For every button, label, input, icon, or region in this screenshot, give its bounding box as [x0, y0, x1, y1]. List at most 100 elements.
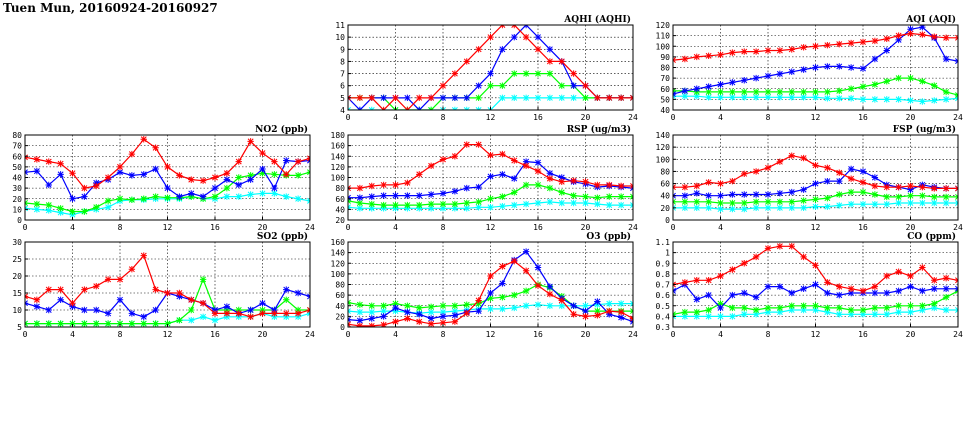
data-point: [895, 199, 902, 207]
data-point: [499, 150, 506, 158]
data-point: [582, 178, 589, 185]
data-point: [81, 184, 88, 192]
data-point: [594, 94, 601, 102]
data-point: [140, 252, 147, 259]
x-tick-label: 12: [163, 330, 173, 339]
y-tick-label: 40: [12, 174, 22, 183]
data-point: [463, 309, 470, 317]
data-point: [235, 306, 242, 314]
x-tick-label: 0: [346, 223, 351, 232]
data-point: [895, 287, 902, 295]
data-point: [942, 193, 950, 201]
data-point: [859, 311, 867, 318]
data-point: [871, 37, 879, 45]
data-point: [427, 320, 435, 327]
data-point: [942, 96, 950, 103]
data-point: [451, 302, 459, 309]
data-point: [764, 47, 772, 54]
data-point: [800, 204, 807, 212]
data-point: [283, 157, 290, 164]
data-point: [788, 198, 795, 205]
x-tick-label: 8: [441, 113, 446, 122]
data-point: [368, 182, 375, 190]
data-point: [836, 63, 843, 70]
y-tick-label: 0.7: [656, 281, 671, 290]
data-point: [487, 295, 494, 302]
data-point: [729, 79, 736, 86]
data-point: [558, 94, 565, 102]
data-point: [617, 182, 625, 190]
data-point: [69, 208, 76, 215]
y-tick-label: 0: [17, 216, 22, 225]
y-tick-label: 15: [12, 289, 22, 298]
data-point: [475, 204, 482, 211]
data-point: [883, 201, 890, 208]
data-point: [570, 94, 577, 102]
data-point: [271, 313, 278, 320]
y-tick-label: 70: [660, 74, 670, 83]
data-point: [717, 192, 724, 199]
data-point: [164, 163, 171, 171]
data-point: [919, 184, 926, 191]
data-point: [558, 82, 565, 89]
data-point: [859, 287, 867, 295]
data-point: [416, 192, 423, 199]
data-point: [499, 305, 506, 313]
data-point: [776, 94, 784, 101]
data-point: [487, 173, 494, 180]
data-point: [824, 279, 831, 286]
data-point: [81, 306, 88, 314]
data-point: [931, 300, 938, 307]
data-point: [534, 70, 542, 77]
data-point: [451, 153, 459, 160]
data-point: [776, 88, 784, 96]
data-point: [522, 158, 530, 165]
data-point: [451, 205, 459, 212]
x-tick-label: 16: [533, 113, 543, 122]
data-point: [931, 285, 938, 292]
x-tick-label: 12: [811, 330, 821, 339]
data-point: [368, 193, 375, 200]
data-point: [907, 192, 914, 199]
data-point: [439, 156, 447, 163]
series-group: [25, 252, 310, 327]
data-point: [499, 263, 506, 270]
data-point: [824, 308, 831, 316]
x-tick-label: 20: [258, 330, 268, 339]
data-point: [439, 94, 447, 102]
data-point: [681, 313, 689, 320]
data-point: [871, 81, 879, 88]
data-point: [776, 190, 784, 197]
data-point: [693, 198, 700, 205]
data-point: [919, 78, 926, 85]
y-tick-label: 1.1: [656, 238, 671, 247]
y-tick-label: 40: [660, 106, 670, 115]
data-point: [800, 302, 807, 309]
data-point: [871, 55, 879, 63]
data-point: [824, 41, 831, 49]
data-point: [188, 306, 195, 314]
data-point: [847, 188, 855, 196]
data-point: [57, 320, 64, 327]
data-point: [152, 165, 159, 173]
data-point: [199, 313, 207, 320]
data-point: [259, 149, 266, 157]
x-tick-label: 20: [581, 330, 591, 339]
data-point: [681, 92, 689, 100]
data-point: [847, 285, 855, 292]
data-point: [416, 311, 423, 318]
data-point: [487, 33, 494, 41]
data-point: [594, 312, 601, 319]
data-point: [570, 199, 577, 207]
x-tick-label: 4: [718, 113, 723, 122]
data-point: [594, 200, 601, 208]
data-point: [764, 245, 772, 252]
data-point: [895, 74, 902, 82]
data-point: [570, 192, 577, 199]
x-tick-label: 24: [953, 223, 963, 232]
data-point: [116, 163, 124, 171]
data-point: [931, 199, 938, 207]
data-point: [606, 94, 613, 102]
data-point: [752, 168, 760, 175]
